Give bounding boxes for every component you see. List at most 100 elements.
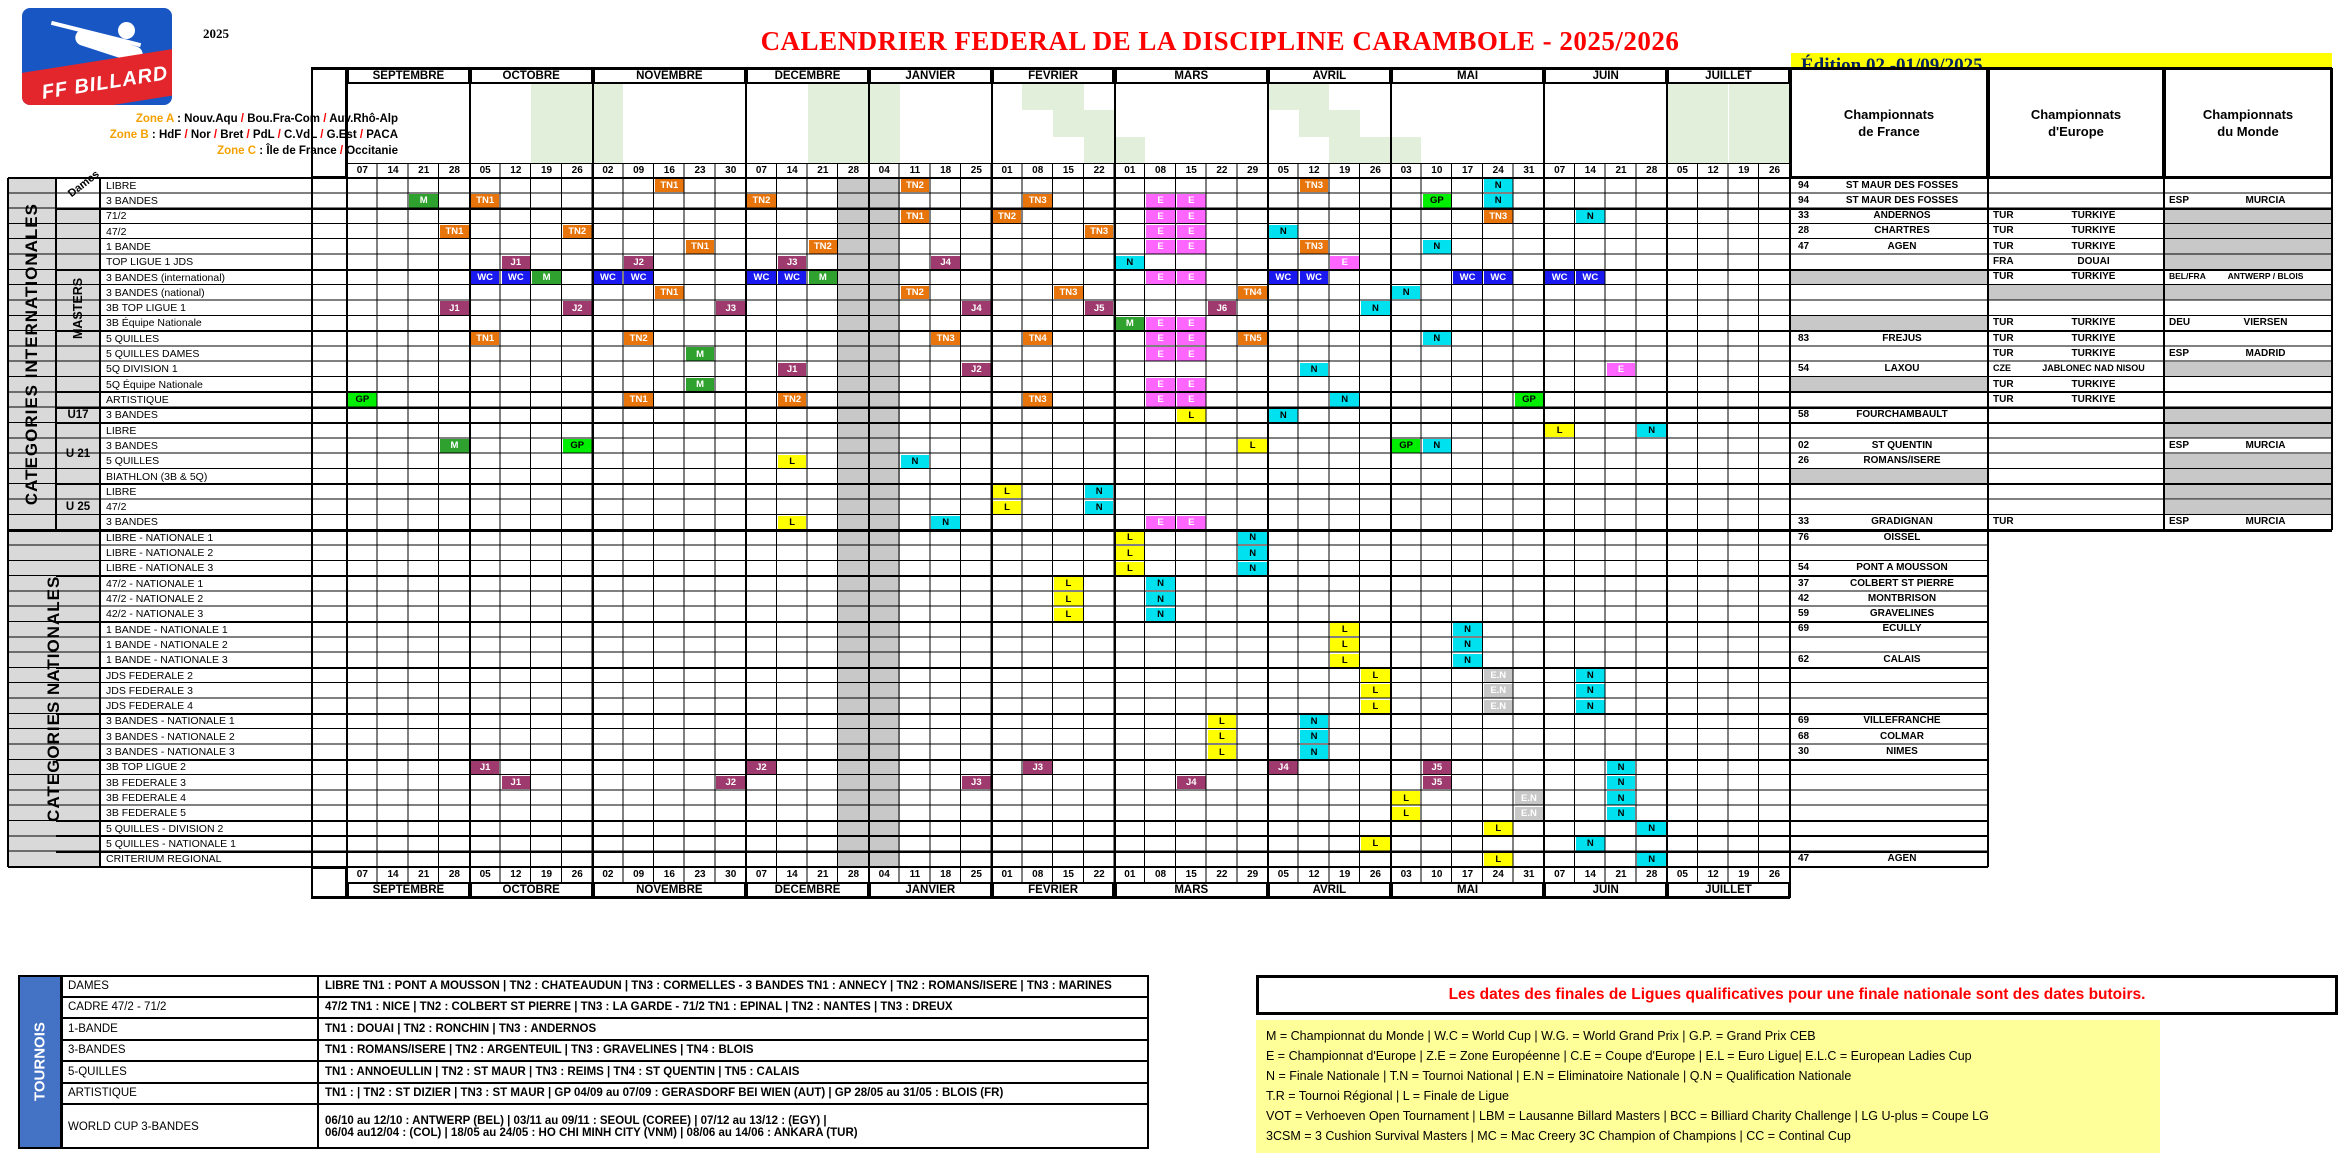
- thick-vline: [745, 68, 748, 898]
- right-header-line: d'Europe: [2048, 124, 2104, 139]
- thick-vline: [55, 178, 57, 531]
- marker-WC: WC: [747, 270, 776, 285]
- marker-N: N: [1330, 393, 1360, 407]
- france-cell: 42 MONTBRISON: [1790, 591, 1988, 606]
- legend-line: VOT = Verhoeven Open Tournament | LBM = …: [1266, 1109, 1989, 1123]
- marker-N: N: [1269, 408, 1298, 422]
- week-date-bottom: 01: [1001, 868, 1013, 880]
- marker-J3: J3: [962, 776, 991, 790]
- marker-TN1: TN1: [655, 286, 684, 300]
- france-cell: 76 OISSEL: [1790, 530, 1988, 545]
- tournoi-row-label: 3-BANDES: [62, 1039, 318, 1061]
- marker-L: L: [1391, 791, 1421, 805]
- week-date: 11: [909, 165, 921, 176]
- marker-J3: J3: [716, 301, 746, 315]
- europe-cell-code: TUR: [1993, 210, 2014, 222]
- marker-GP: GP: [1391, 439, 1421, 453]
- marker-L: L: [1207, 730, 1237, 744]
- week-date: 19: [540, 165, 553, 176]
- tournoi-row-value: TN1 : | TN2 : ST DIZIER | TN3 : ST MAUR …: [318, 1082, 1149, 1104]
- france-cell: 47 AGEN: [1790, 852, 1988, 867]
- legend-line: E = Championnat d'Europe | Z.E = Zone Eu…: [1266, 1049, 1972, 1063]
- week-date-bottom: 26: [571, 868, 583, 880]
- week-date: 14: [786, 165, 798, 176]
- row-label: 3B TOP LIGUE 1: [106, 302, 186, 315]
- row-label: 3 BANDES - NATIONALE 2: [106, 730, 235, 743]
- row-label: 3 BANDES: [106, 439, 158, 452]
- marker-N: N: [1269, 224, 1298, 239]
- week-date: 12: [1308, 165, 1320, 176]
- france-city: ST MAUR DES FOSSES: [1845, 179, 1959, 191]
- marker-N: N: [1361, 301, 1390, 315]
- holiday-cell-zone-C: [531, 136, 562, 163]
- legend-line: 3CSM = 3 Cushion Survival Masters | MC =…: [1266, 1129, 1851, 1143]
- zone-region: Bret: [220, 129, 244, 141]
- month-header: JUILLET: [1667, 68, 1790, 84]
- marker-TN2: TN2: [808, 240, 838, 254]
- europe-cell-city: TURKIYE: [2071, 332, 2116, 344]
- france-dept: 28: [1798, 225, 1810, 237]
- marker-L: L: [1054, 592, 1083, 606]
- marker-GP: GP: [348, 393, 377, 407]
- france-grey-cell: [1790, 315, 1988, 332]
- week-date: 26: [571, 165, 583, 176]
- marker-J1: J1: [501, 776, 531, 790]
- europe-cell: TUR TURKIYE: [1988, 209, 2164, 224]
- holiday-cell-zone-A: [1759, 84, 1790, 111]
- marker-N: N: [1391, 286, 1421, 300]
- month-header: MAI: [1390, 68, 1545, 84]
- month-footer: OCTOBRE: [469, 882, 593, 898]
- marker-N: N: [1576, 837, 1605, 851]
- europe-cell-code: TUR: [1993, 378, 2014, 390]
- monde-grey-cell: [2164, 468, 2332, 485]
- thick-hline: [311, 66, 2332, 70]
- europe-cell: CZE JABLONEC NAD NISOU: [1988, 362, 2164, 377]
- marker-N: N: [1238, 561, 1267, 576]
- monde-cell-city: MURCIA: [2245, 439, 2286, 451]
- week-date: 05: [1277, 165, 1289, 176]
- week-date-bottom: 26: [1369, 868, 1381, 880]
- row-label: 3B Équipe Nationale: [106, 317, 202, 330]
- week-date: 08: [1032, 165, 1044, 176]
- week-date: 25: [970, 165, 982, 176]
- france-dept: 69: [1798, 623, 1810, 635]
- france-dept: 62: [1798, 654, 1810, 666]
- marker-E: E: [1146, 194, 1175, 208]
- legend-line: M = Championnat du Monde | W.C = World C…: [1266, 1029, 1816, 1043]
- row-label: 47/2 - NATIONALE 1: [106, 577, 204, 590]
- france-dept: 76: [1798, 531, 1810, 543]
- row-label: 3 BANDES: [106, 409, 158, 422]
- marker-TN2: TN2: [562, 224, 592, 239]
- marker-TN3: TN3: [1483, 209, 1513, 223]
- marker-TN1: TN1: [900, 209, 930, 223]
- zone-label: Zone C: [217, 145, 260, 157]
- week-date-bottom: 15: [1062, 868, 1074, 880]
- week-date-bottom: 28: [1646, 868, 1658, 880]
- row-label: 5 QUILLES - DIVISION 2: [106, 822, 224, 835]
- marker-N: N: [1422, 439, 1452, 453]
- marker-J2: J2: [562, 301, 592, 315]
- holiday-cell-zone-A: [1268, 84, 1299, 111]
- marker-N: N: [900, 454, 930, 468]
- holiday-cell-zone-A: [561, 84, 593, 111]
- monde-grey-cell: [2164, 208, 2332, 224]
- marker-N: N: [1238, 546, 1267, 560]
- france-cell: 28 CHARTRES: [1790, 224, 1988, 239]
- france-city: GRADIGNAN: [1871, 516, 1933, 528]
- monde-grey-cell: [2164, 484, 2332, 500]
- europe-cell-city: TURKIYE: [2071, 271, 2116, 283]
- marker-L: L: [1115, 561, 1145, 576]
- france-grey-cell: [1790, 468, 1988, 485]
- tournoi-row-label: 5-QUILLES: [62, 1061, 318, 1083]
- marker-E.N: E.N: [1483, 684, 1513, 698]
- week-date-bottom: 03: [1400, 868, 1412, 880]
- tournoi-row-label: DAMES: [62, 975, 318, 997]
- marker-N: N: [1576, 209, 1605, 223]
- europe-cell-code: TUR: [1993, 271, 2014, 283]
- week-date-bottom: 12: [510, 868, 522, 880]
- thick-vline: [6, 178, 10, 867]
- france-city: OISSEL: [1883, 531, 1921, 543]
- marker-L: L: [1054, 577, 1083, 591]
- france-dept: 54: [1798, 562, 1810, 574]
- week-date-bottom: 14: [387, 868, 399, 880]
